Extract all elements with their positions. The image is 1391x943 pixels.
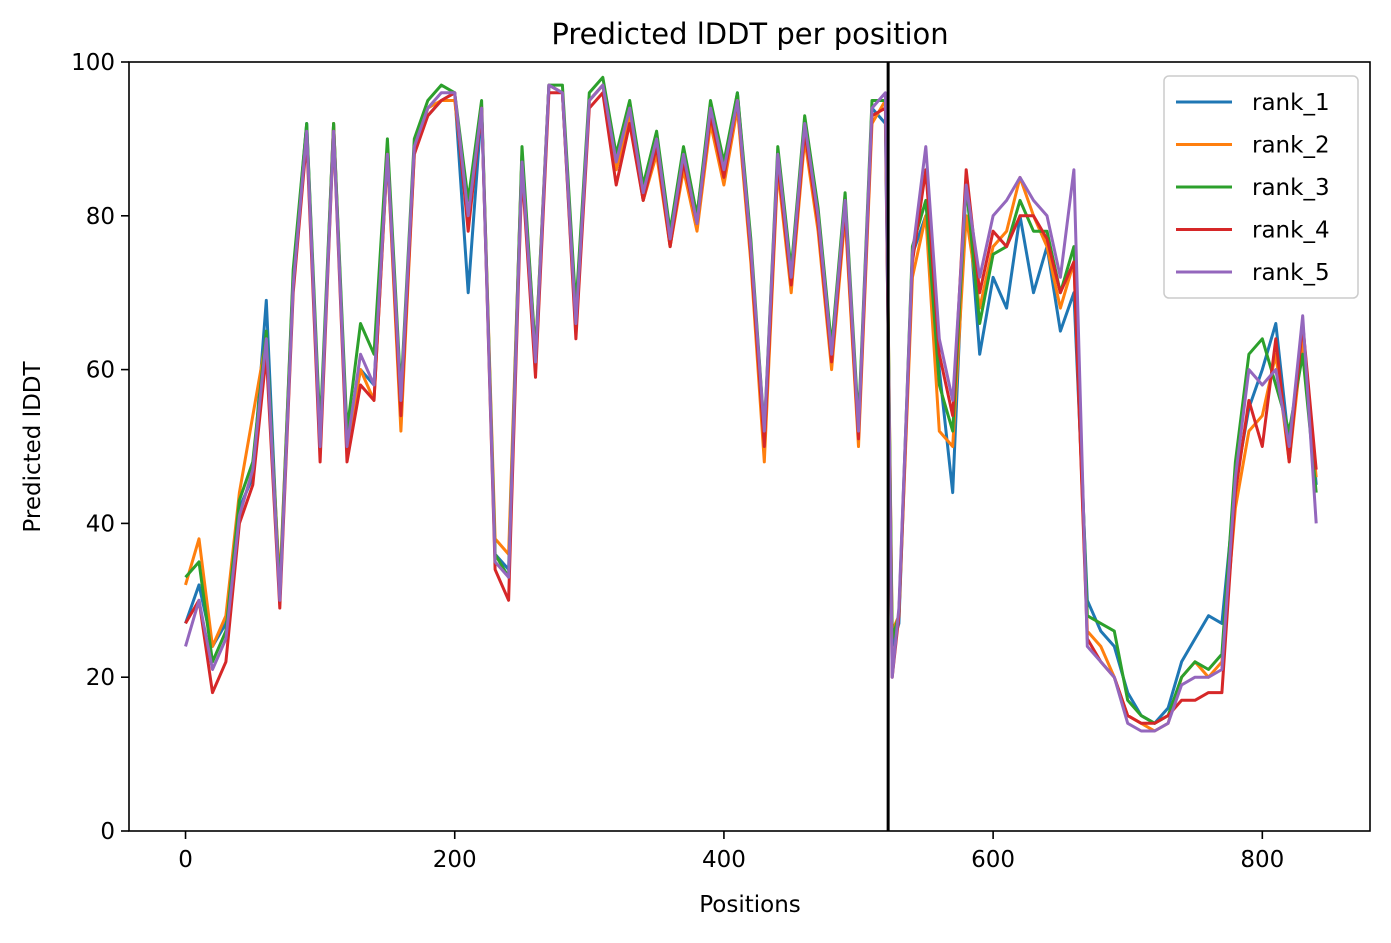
legend-label-rank_2: rank_2 [1252,133,1330,159]
legend-label-rank_1: rank_1 [1252,90,1330,116]
y-tick-label: 80 [86,204,115,230]
x-tick-label: 200 [433,847,477,873]
x-tick-label: 0 [178,847,193,873]
legend-box [1163,75,1359,299]
x-axis-label: Positions [699,892,801,918]
y-tick-label: 40 [86,511,115,537]
y-tick-label: 20 [86,665,115,691]
y-axis-label: Predicted lDDT [20,360,46,532]
series-layer [184,75,1318,733]
y-tick-label: 60 [86,358,115,384]
x-tick-label: 800 [1240,847,1284,873]
legend: rank_1 rank_2 rank_3 rank_4 rank_5 [1163,75,1359,299]
y-axis: 0 20 40 60 80 100 [71,50,129,845]
plot-frame [128,61,1371,832]
x-tick-label: 600 [971,847,1015,873]
series-line-rank_4 [184,91,1318,725]
legend-label-rank_3: rank_3 [1252,175,1330,201]
x-axis: 0 200 400 600 800 [178,831,1284,873]
legend-label-rank_4: rank_4 [1252,218,1330,244]
y-tick-label: 0 [100,819,115,845]
chart-title: Predicted lDDT per position [551,17,948,51]
legend-label-rank_5: rank_5 [1252,260,1330,286]
y-tick-label: 100 [71,50,115,76]
series-line-rank_5 [184,83,1318,733]
x-tick-label: 400 [702,847,746,873]
